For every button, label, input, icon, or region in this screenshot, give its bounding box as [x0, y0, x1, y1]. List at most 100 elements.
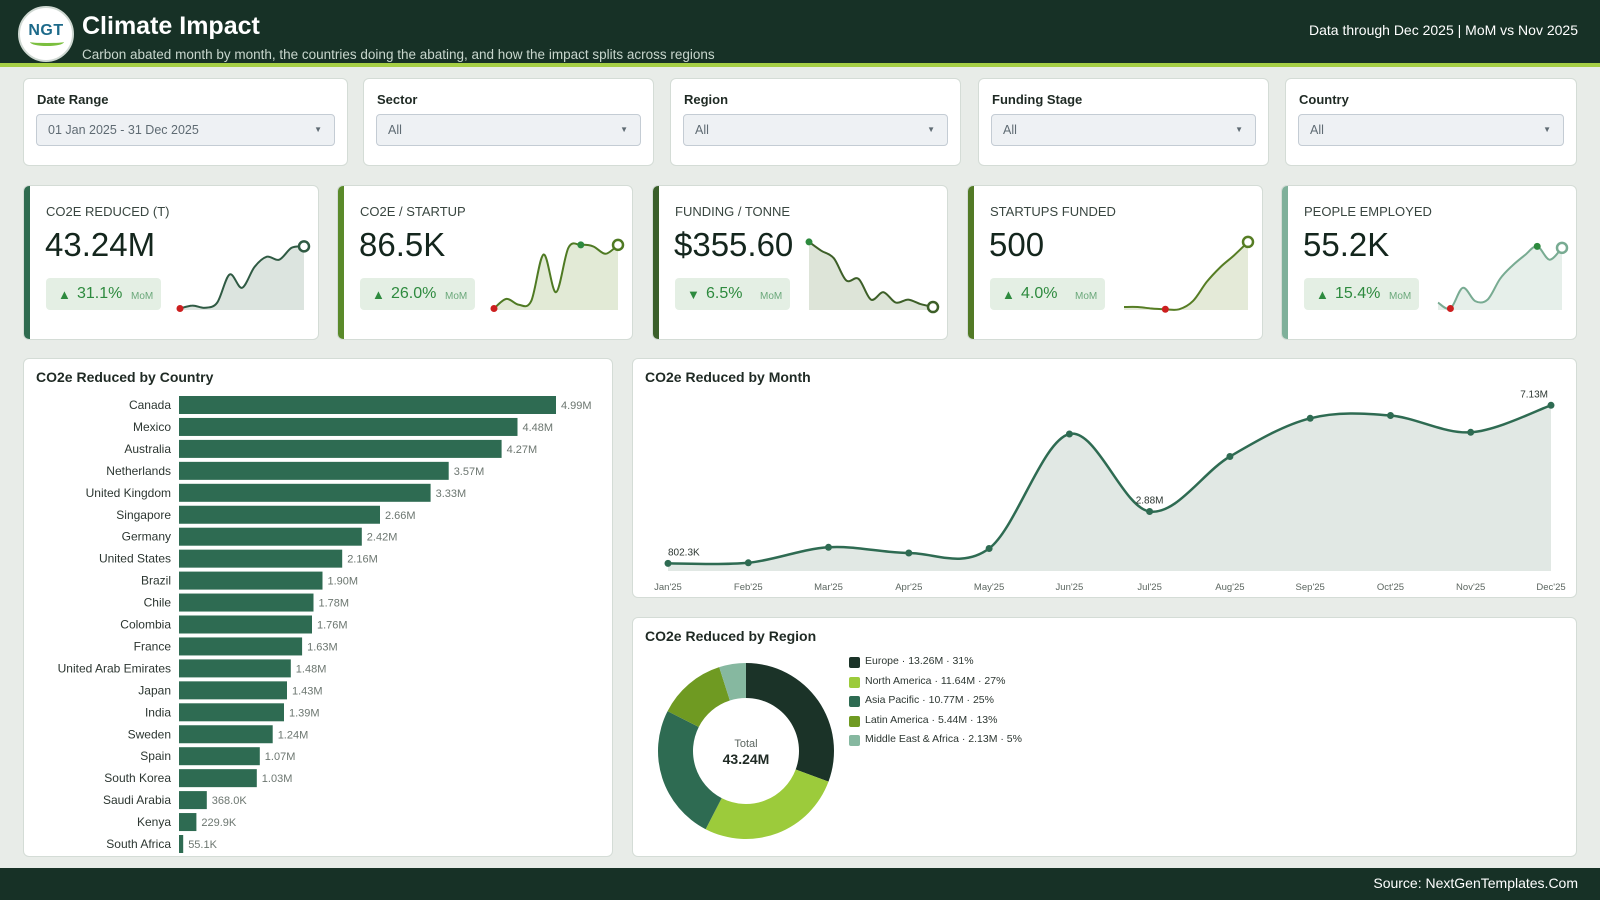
- month-point: [664, 559, 672, 567]
- kpi-delta-badge: ▲ 4.0% MoM: [990, 278, 1105, 310]
- country-label: United Kingdom: [86, 486, 171, 500]
- kpi-delta: 31.1%: [77, 285, 123, 302]
- donut-total-label: Total: [734, 738, 757, 750]
- country-value-label: 1.07M: [265, 751, 296, 763]
- country-bar: [179, 659, 291, 678]
- filter-funding-stage: Funding Stage All ▼: [978, 78, 1269, 166]
- month-point: [744, 559, 752, 567]
- month-tick-label: Jan'25: [654, 582, 682, 593]
- sparkline-max-marker: [577, 241, 585, 249]
- sparkline-line: [808, 241, 934, 308]
- country-label: Chile: [144, 596, 172, 610]
- sparkline-end-marker: [297, 240, 311, 253]
- sparkline-end-marker: [1555, 241, 1569, 255]
- sparkline-area: [494, 243, 618, 310]
- sparkline-line: [1123, 241, 1249, 311]
- month-point: [1226, 453, 1234, 460]
- month-tick-label: Nov'25: [1456, 582, 1485, 593]
- country-bar: [179, 417, 518, 436]
- country-label: Saudi Arabia: [103, 793, 171, 807]
- kpi-card-people-employed: PEOPLE EMPLOYED 55.2K ▲ 15.4% MoM: [1281, 185, 1577, 340]
- country-bar: [179, 769, 257, 788]
- filter-label: Date Range: [37, 92, 109, 107]
- kpi-sparkline: [1437, 241, 1569, 313]
- legend-label: Asia Pacific · 10.77M · 25%: [865, 694, 994, 706]
- country-chart-panel: CO2e Reduced by Country Canada 4.99M Mexic…: [23, 358, 613, 857]
- country-label: France: [134, 639, 172, 653]
- country-label: South Korea: [104, 771, 171, 785]
- kpi-delta-badge: ▲ 31.1% MoM: [46, 278, 161, 310]
- filter-date-range: Date Range 01 Jan 2025 - 31 Dec 2025 ▼: [23, 78, 348, 166]
- chevron-down-icon: ▼: [620, 125, 628, 134]
- sparkline-end-marker: [1241, 235, 1255, 249]
- filter-region: Region All ▼: [670, 78, 961, 166]
- country-label: Mexico: [133, 420, 171, 434]
- country-bar: [179, 791, 207, 810]
- country-label: Sweden: [128, 727, 171, 741]
- country-label: Brazil: [141, 574, 171, 588]
- legend-swatch: [849, 696, 860, 707]
- kpi-card-funding-per-tonne: FUNDING / TONNE $355.60 ▼ 6.5% MoM: [652, 185, 948, 340]
- source-label: Source: NextGenTemplates.Com: [1373, 875, 1578, 891]
- kpi-value: 86.5K: [359, 226, 446, 263]
- date-range-dropdown[interactable]: 01 Jan 2025 - 31 Dec 2025 ▼: [36, 114, 335, 146]
- country-bar: [179, 813, 197, 832]
- country-label: Germany: [122, 530, 171, 544]
- month-tick-label: Feb'25: [734, 582, 763, 593]
- month-point-label: 2.88M: [1136, 496, 1164, 507]
- month-tick-label: May'25: [974, 582, 1004, 593]
- country-bar: [179, 571, 323, 590]
- legend-label: Europe · 13.26M · 31%: [865, 655, 974, 667]
- country-value-label: 1.24M: [278, 729, 309, 741]
- kpi-sparkline: [176, 240, 311, 313]
- kpi-delta-badge: ▲ 26.0% MoM: [360, 278, 475, 310]
- donut-slice: [705, 769, 829, 839]
- region-dropdown[interactable]: All ▼: [683, 114, 948, 146]
- month-tick-label: Jun'25: [1056, 582, 1084, 593]
- arrow-up-icon: ▲: [372, 287, 385, 302]
- country-bar: [179, 439, 502, 458]
- kpi-delta: 4.0%: [1021, 285, 1058, 302]
- country-bar: [179, 681, 287, 700]
- kpi-card-startups-funded: STARTUPS FUNDED 500 ▲ 4.0% MoM: [967, 185, 1263, 340]
- kpi-sparkline: [1123, 235, 1255, 313]
- kpi-delta: 26.0%: [391, 285, 437, 302]
- legend-swatch: [849, 657, 860, 668]
- month-point: [905, 549, 913, 557]
- legend-label: North America · 11.64M · 27%: [865, 674, 1006, 687]
- country-label: United Arab Emirates: [58, 661, 171, 675]
- kpi-mom-label: MoM: [445, 291, 468, 302]
- country-dropdown[interactable]: All ▼: [1298, 114, 1564, 146]
- filter-value: All: [695, 123, 709, 137]
- month-point: [985, 545, 993, 552]
- donut-slice: [746, 663, 834, 782]
- kpi-label: CO2E REDUCED (T): [46, 204, 170, 219]
- country-value-label: 1.63M: [307, 641, 338, 653]
- country-value-label: 1.90M: [328, 576, 359, 588]
- country-bar: [179, 527, 362, 546]
- chevron-down-icon: ▼: [927, 125, 935, 134]
- legend-label: Latin America · 5.44M · 13%: [865, 713, 998, 726]
- kpi-delta-badge: ▲ 15.4% MoM: [1304, 278, 1419, 310]
- country-label: India: [145, 705, 171, 719]
- kpi-delta: 15.4%: [1335, 285, 1381, 302]
- month-tick-label: Mar'25: [814, 582, 843, 593]
- country-bar: [179, 703, 284, 722]
- country-bar-chart: Canada 4.99M Mexico 4.48M Australia 4.27M Neth…: [58, 396, 592, 853]
- arrow-up-icon: ▲: [1316, 287, 1329, 302]
- country-bar: [179, 396, 556, 414]
- kpi-value: $355.60: [674, 226, 794, 263]
- kpi-label: FUNDING / TONNE: [675, 204, 791, 219]
- funding-stage-dropdown[interactable]: All ▼: [991, 114, 1256, 146]
- kpi-sparkline: [490, 238, 625, 313]
- kpi-mom-label: MoM: [760, 291, 783, 302]
- month-point: [825, 543, 832, 551]
- country-value-label: 368.0K: [212, 795, 248, 807]
- sparkline-min-marker: [1161, 305, 1169, 313]
- donut-slice: [657, 711, 722, 830]
- kpi-accent-bar: [24, 186, 30, 339]
- country-value-label: 2.66M: [385, 510, 416, 522]
- country-label: Kenya: [137, 815, 171, 829]
- country-bar: [179, 483, 431, 502]
- sector-dropdown[interactable]: All ▼: [376, 114, 641, 146]
